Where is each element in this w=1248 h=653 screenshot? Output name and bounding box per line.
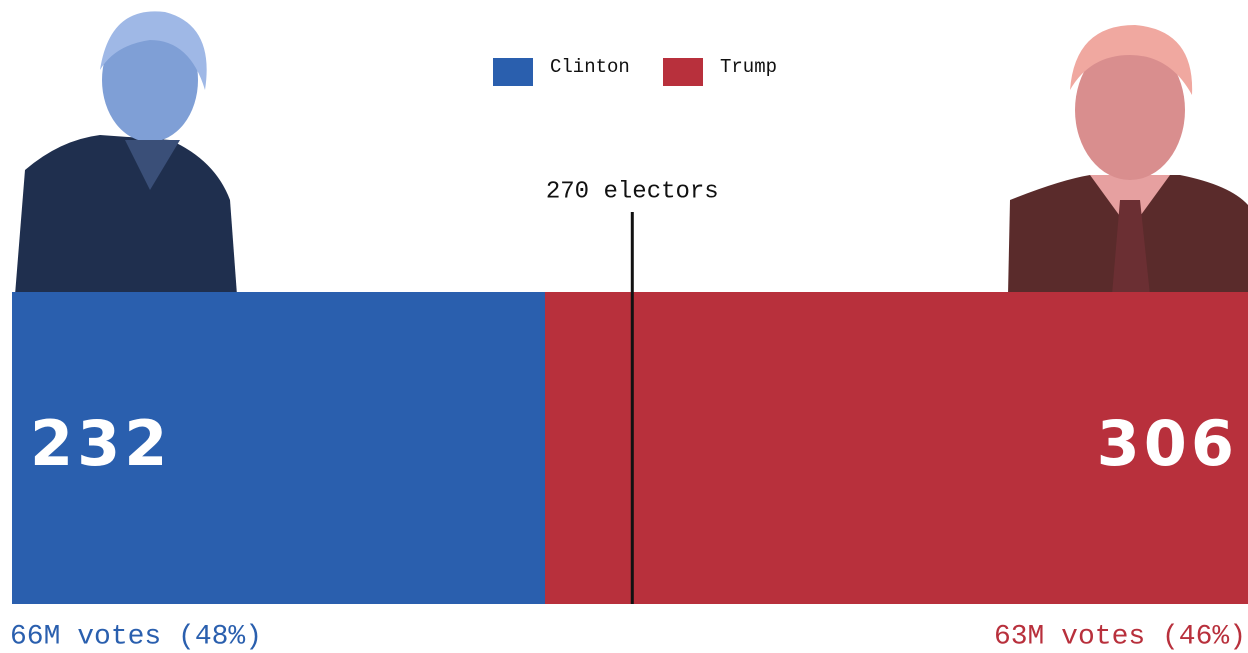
bar-segment — [12, 292, 545, 604]
bar-segment — [544, 292, 1248, 604]
legend-swatch — [663, 58, 703, 86]
trump-photo — [1008, 20, 1248, 295]
legend-swatch — [493, 58, 533, 86]
popular-vote-label: 66M votes (48%) — [10, 621, 262, 652]
legend-label: Clinton — [550, 56, 630, 78]
legend-label: Trump — [720, 56, 777, 78]
reference-label: 270 electors — [546, 178, 719, 205]
popular-vote-label: 63M votes (46%) — [994, 621, 1246, 652]
clinton-photo — [15, 11, 237, 295]
value-label: 232 — [30, 407, 171, 480]
value-label: 306 — [1097, 407, 1238, 480]
